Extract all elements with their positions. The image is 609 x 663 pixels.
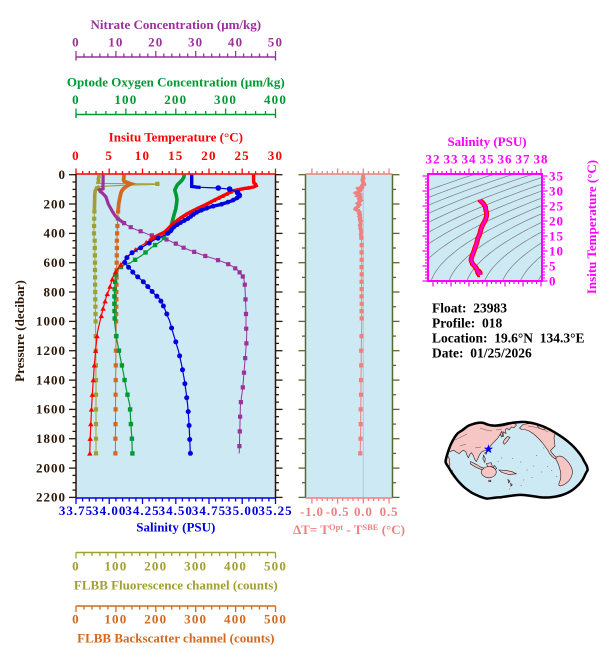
svg-text:0: 0 [549, 273, 557, 288]
svg-text:100: 100 [104, 559, 127, 574]
svg-text:5: 5 [105, 148, 113, 163]
svg-text:1200: 1200 [36, 343, 66, 358]
svg-text:38: 38 [534, 152, 549, 167]
svg-text:10: 10 [108, 35, 123, 50]
svg-text:500: 500 [264, 559, 287, 574]
svg-text:34.00: 34.00 [92, 503, 126, 518]
svg-text:2200: 2200 [36, 490, 66, 505]
svg-text:0: 0 [59, 167, 67, 182]
svg-text:35: 35 [480, 152, 495, 167]
svg-text:34: 34 [462, 152, 477, 167]
svg-text:20: 20 [201, 148, 216, 163]
svg-text:FLBB Fluorescence channel (cou: FLBB Fluorescence channel (counts) [74, 578, 278, 593]
svg-text:20: 20 [148, 35, 163, 50]
svg-text:1600: 1600 [36, 402, 66, 417]
svg-text:Optode Oxygen Concentration (μ: Optode Oxygen Concentration (μm/kg) [67, 75, 285, 90]
svg-text:-1.0: -1.0 [300, 504, 324, 519]
svg-text:0.5: 0.5 [380, 504, 399, 519]
svg-text:200: 200 [164, 92, 187, 107]
svg-text:34.50: 34.50 [159, 503, 193, 518]
svg-text:400: 400 [264, 92, 287, 107]
svg-text:1800: 1800 [36, 431, 66, 446]
svg-text:ΔT= TOpt - TSBE (°C): ΔT= TOpt - TSBE (°C) [293, 522, 405, 537]
svg-text:Insitu Temperature (°C): Insitu Temperature (°C) [109, 130, 243, 145]
svg-text:35.25: 35.25 [258, 503, 292, 518]
svg-text:25: 25 [234, 148, 249, 163]
svg-text:30: 30 [188, 35, 203, 50]
svg-text:1000: 1000 [36, 314, 66, 329]
svg-text:50: 50 [268, 35, 283, 50]
svg-text:300: 300 [184, 612, 207, 627]
svg-text:1400: 1400 [36, 372, 66, 387]
svg-text:30: 30 [268, 148, 283, 163]
svg-text:34.75: 34.75 [192, 503, 226, 518]
svg-text:200: 200 [44, 196, 67, 211]
svg-text:Location: 19.6°N 134.3°E: Location: 19.6°N 134.3°E [432, 331, 585, 346]
svg-text:35: 35 [549, 168, 564, 183]
svg-text:34.25: 34.25 [125, 503, 159, 518]
svg-text:Insitu Temperature (°C): Insitu Temperature (°C) [584, 160, 599, 294]
svg-text:Nitrate Concentration (μm/kg): Nitrate Concentration (μm/kg) [91, 17, 262, 32]
svg-text:30: 30 [549, 183, 564, 198]
svg-text:600: 600 [44, 255, 67, 270]
svg-text:400: 400 [44, 226, 67, 241]
svg-text:10: 10 [549, 243, 564, 258]
svg-text:FLBB Backscatter channel (coun: FLBB Backscatter channel (counts) [77, 631, 274, 646]
svg-text:300: 300 [214, 92, 237, 107]
svg-text:25: 25 [549, 198, 564, 213]
svg-text:5: 5 [549, 258, 557, 273]
svg-text:-0.5: -0.5 [326, 504, 350, 519]
svg-text:Salinity (PSU): Salinity (PSU) [447, 134, 526, 149]
svg-text:35.00: 35.00 [225, 503, 259, 518]
svg-text:0: 0 [72, 559, 80, 574]
svg-text:300: 300 [184, 559, 207, 574]
svg-text:800: 800 [44, 284, 67, 299]
svg-text:36: 36 [498, 152, 513, 167]
svg-text:33: 33 [444, 152, 459, 167]
svg-text:100: 100 [104, 612, 127, 627]
svg-text:15: 15 [168, 148, 183, 163]
svg-text:Profile: 018: Profile: 018 [432, 316, 502, 331]
svg-text:100: 100 [114, 92, 137, 107]
svg-text:200: 200 [144, 559, 167, 574]
svg-text:32: 32 [426, 152, 441, 167]
svg-text:0: 0 [72, 612, 80, 627]
svg-text:15: 15 [549, 228, 564, 243]
svg-text:Float: 23983: Float: 23983 [432, 301, 507, 316]
svg-text:40: 40 [228, 35, 243, 50]
svg-text:20: 20 [549, 213, 564, 228]
svg-text:Salinity (PSU): Salinity (PSU) [136, 520, 215, 535]
svg-text:0.0: 0.0 [354, 504, 373, 519]
svg-text:200: 200 [144, 612, 167, 627]
svg-text:Date: 01/25/2026: Date: 01/25/2026 [432, 346, 532, 361]
svg-text:Pressure (decibar): Pressure (decibar) [12, 280, 27, 382]
svg-text:2000: 2000 [36, 460, 66, 475]
svg-text:0: 0 [72, 35, 80, 50]
svg-text:10: 10 [135, 148, 150, 163]
svg-text:0: 0 [72, 148, 80, 163]
svg-text:33.75: 33.75 [59, 503, 93, 518]
svg-text:0: 0 [72, 92, 80, 107]
svg-text:500: 500 [264, 612, 287, 627]
svg-text:400: 400 [224, 612, 247, 627]
svg-text:400: 400 [224, 559, 247, 574]
svg-text:37: 37 [516, 152, 531, 167]
